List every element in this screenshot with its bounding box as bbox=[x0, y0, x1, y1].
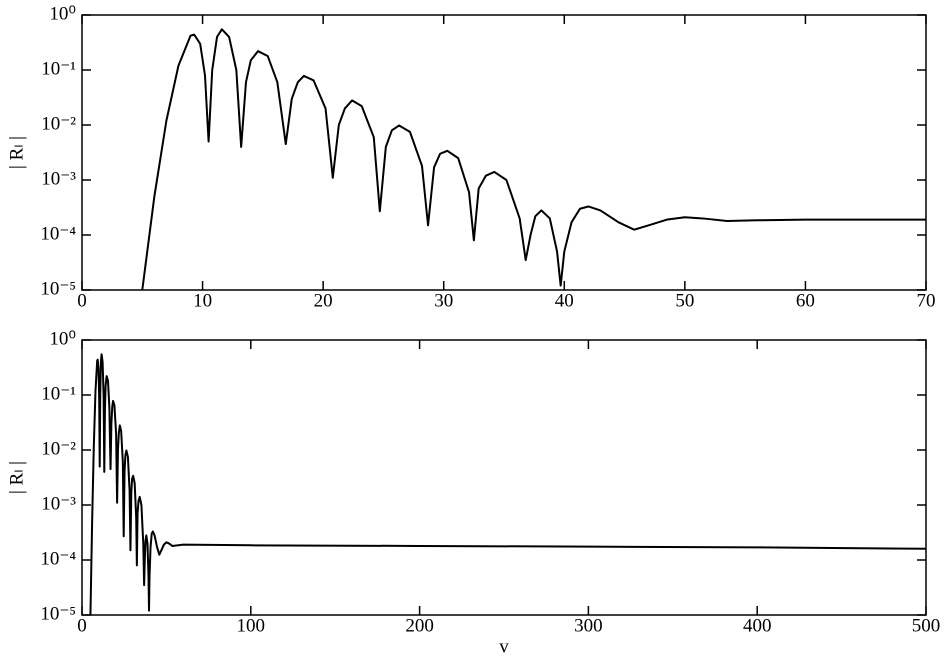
y-tick-label: 10⁻³ bbox=[41, 493, 76, 514]
x-tick-label: 200 bbox=[405, 615, 434, 636]
x-tick-label: 300 bbox=[574, 615, 603, 636]
x-tick-label: 10 bbox=[193, 290, 212, 311]
y-tick-label: 10⁻⁴ bbox=[40, 223, 76, 244]
x-tick-label: 60 bbox=[796, 290, 815, 311]
x-tick-label: 100 bbox=[237, 615, 266, 636]
x-tick-label: 70 bbox=[917, 290, 936, 311]
x-axis-label: v bbox=[499, 636, 509, 657]
y-tick-label: 10⁻² bbox=[41, 438, 76, 459]
y-tick-label: 10⁻⁴ bbox=[40, 548, 76, 569]
y-tick-label: 10⁻¹ bbox=[41, 383, 76, 404]
y-tick-label: 10⁻⁵ bbox=[40, 278, 76, 299]
x-tick-label: 0 bbox=[77, 290, 87, 311]
plot-frame bbox=[81, 339, 927, 616]
y-axis-label: | Rₗ | bbox=[6, 136, 27, 169]
y-tick-label: 10⁻² bbox=[41, 113, 76, 134]
y-tick-label: 10⁰ bbox=[49, 328, 76, 349]
y-axis-label: | Rₗ | bbox=[6, 461, 27, 494]
y-tick-label: 10⁻³ bbox=[41, 168, 76, 189]
x-tick-label: 20 bbox=[314, 290, 333, 311]
x-tick-label: 400 bbox=[743, 615, 772, 636]
y-tick-label: 10⁻⁵ bbox=[40, 603, 76, 624]
plot-frame bbox=[81, 14, 927, 291]
x-tick-label: 0 bbox=[77, 615, 87, 636]
x-tick-label: 500 bbox=[912, 615, 941, 636]
y-tick-label: 10⁰ bbox=[49, 3, 76, 24]
data-line bbox=[89, 353, 927, 616]
data-line bbox=[141, 28, 926, 291]
x-tick-label: 30 bbox=[434, 290, 453, 311]
x-tick-label: 40 bbox=[555, 290, 574, 311]
x-tick-label: 50 bbox=[675, 290, 694, 311]
y-tick-label: 10⁻¹ bbox=[41, 58, 76, 79]
